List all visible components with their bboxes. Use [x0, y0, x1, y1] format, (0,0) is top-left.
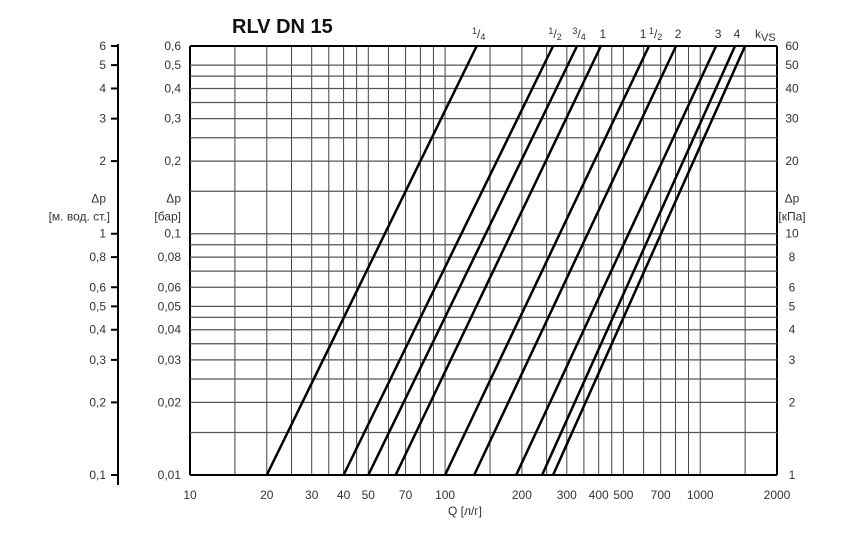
kvs-label: kVS: [755, 27, 776, 44]
x-tick-label: 100: [435, 488, 455, 502]
kvs-line-3: [515, 45, 718, 476]
bar-tick-label: 0,6: [164, 39, 181, 53]
x-tick-label: 20: [260, 488, 274, 502]
x-tick-label: 30: [305, 488, 319, 502]
series-label: 1/4: [472, 26, 485, 42]
left-tick-label: 0,1: [89, 468, 106, 482]
x-tick-label: 50: [362, 488, 376, 502]
x-tick-label: 400: [589, 488, 609, 502]
x-tick-label: 200: [512, 488, 532, 502]
bar-tick-label: 0,01: [158, 468, 182, 482]
left-tick-label: 0,5: [89, 299, 106, 313]
series-label: 4: [734, 27, 741, 41]
kpa-tick-label: 8: [789, 250, 796, 264]
kpa-axis-unit: [кПа]: [778, 209, 805, 223]
left-tick-label: 3: [99, 112, 106, 126]
bar-tick-label: 0,2: [164, 154, 181, 168]
bar-tick-label: 0,05: [158, 299, 182, 313]
series-label: 3: [715, 27, 722, 41]
left-tick-label: 0,4: [89, 323, 106, 337]
series-label: 3/4: [572, 26, 585, 42]
kpa-tick-label: 4: [789, 323, 796, 337]
left-tick-label: 0,6: [89, 280, 106, 294]
bar-tick-label: 0,4: [164, 81, 181, 95]
kvs-line-2: [473, 45, 678, 476]
series-label: 1: [600, 27, 607, 41]
kpa-tick-label: 6: [789, 280, 796, 294]
bar-axis-unit: [бар]: [154, 209, 181, 223]
bar-tick-label: 0,02: [158, 395, 182, 409]
x-tick-label: 70: [399, 488, 413, 502]
bar-tick-label: 0,1: [164, 227, 181, 241]
kpa-axis-label: Δp: [785, 191, 800, 205]
kpa-tick-label: 1: [789, 468, 796, 482]
kpa-tick-label: 20: [785, 154, 799, 168]
bar-tick-label: 0,03: [158, 353, 182, 367]
left-tick-label: 0,2: [89, 395, 106, 409]
x-tick-label: 700: [651, 488, 671, 502]
left-axis-unit: [м. вод. ст.]: [49, 209, 110, 223]
kpa-tick-label: 5: [789, 299, 796, 313]
bar-tick-label: 0,3: [164, 112, 181, 126]
left-tick-label: 4: [99, 81, 106, 95]
kpa-tick-label: 40: [785, 81, 799, 95]
x-tick-label: 10: [183, 488, 197, 502]
left-tick-label: 2: [99, 154, 106, 168]
kvs-line-1: [394, 45, 603, 476]
bar-axis-label: Δp: [166, 191, 181, 205]
kvs-line-4: [540, 45, 737, 476]
kpa-tick-label: 60: [785, 39, 799, 53]
kvs-line-5: [551, 45, 747, 476]
x-axis-label: Q [л/г]: [448, 504, 482, 518]
kvs-line-1-1-2: [443, 45, 651, 476]
kpa-tick-label: 3: [789, 353, 796, 367]
x-tick-label: 500: [613, 488, 633, 502]
bar-tick-label: 0,04: [158, 323, 182, 337]
kvs-line-1-4: [265, 45, 478, 476]
left-axis-label: Δp: [91, 191, 106, 205]
x-tick-label: 1000: [687, 488, 714, 502]
chart-title: RLV DN 15: [232, 16, 333, 38]
left-tick-label: 0,3: [89, 353, 106, 367]
kpa-tick-label: 30: [785, 112, 799, 126]
left-tick-label: 0,8: [89, 250, 106, 264]
left-tick-label: 5: [99, 58, 106, 72]
x-tick-label: 40: [337, 488, 351, 502]
bar-tick-label: 0,5: [164, 58, 181, 72]
left-tick-label: 6: [99, 39, 106, 53]
kpa-tick-label: 10: [785, 227, 799, 241]
bar-tick-label: 0,06: [158, 280, 182, 294]
kvs-line-1-2: [342, 45, 555, 476]
series-lines: [265, 45, 747, 476]
series-label: 2: [675, 27, 682, 41]
kvs-line-3-4: [367, 45, 579, 476]
grid: [111, 44, 778, 485]
kpa-tick-label: 2: [789, 395, 796, 409]
x-tick-label: 2000: [764, 488, 791, 502]
kpa-tick-label: 50: [785, 58, 799, 72]
bar-tick-label: 0,08: [158, 250, 182, 264]
left-tick-label: 1: [99, 227, 106, 241]
series-label: 1 1/2: [640, 26, 663, 42]
x-tick-label: 300: [557, 488, 577, 502]
series-label: 1/2: [548, 26, 561, 42]
